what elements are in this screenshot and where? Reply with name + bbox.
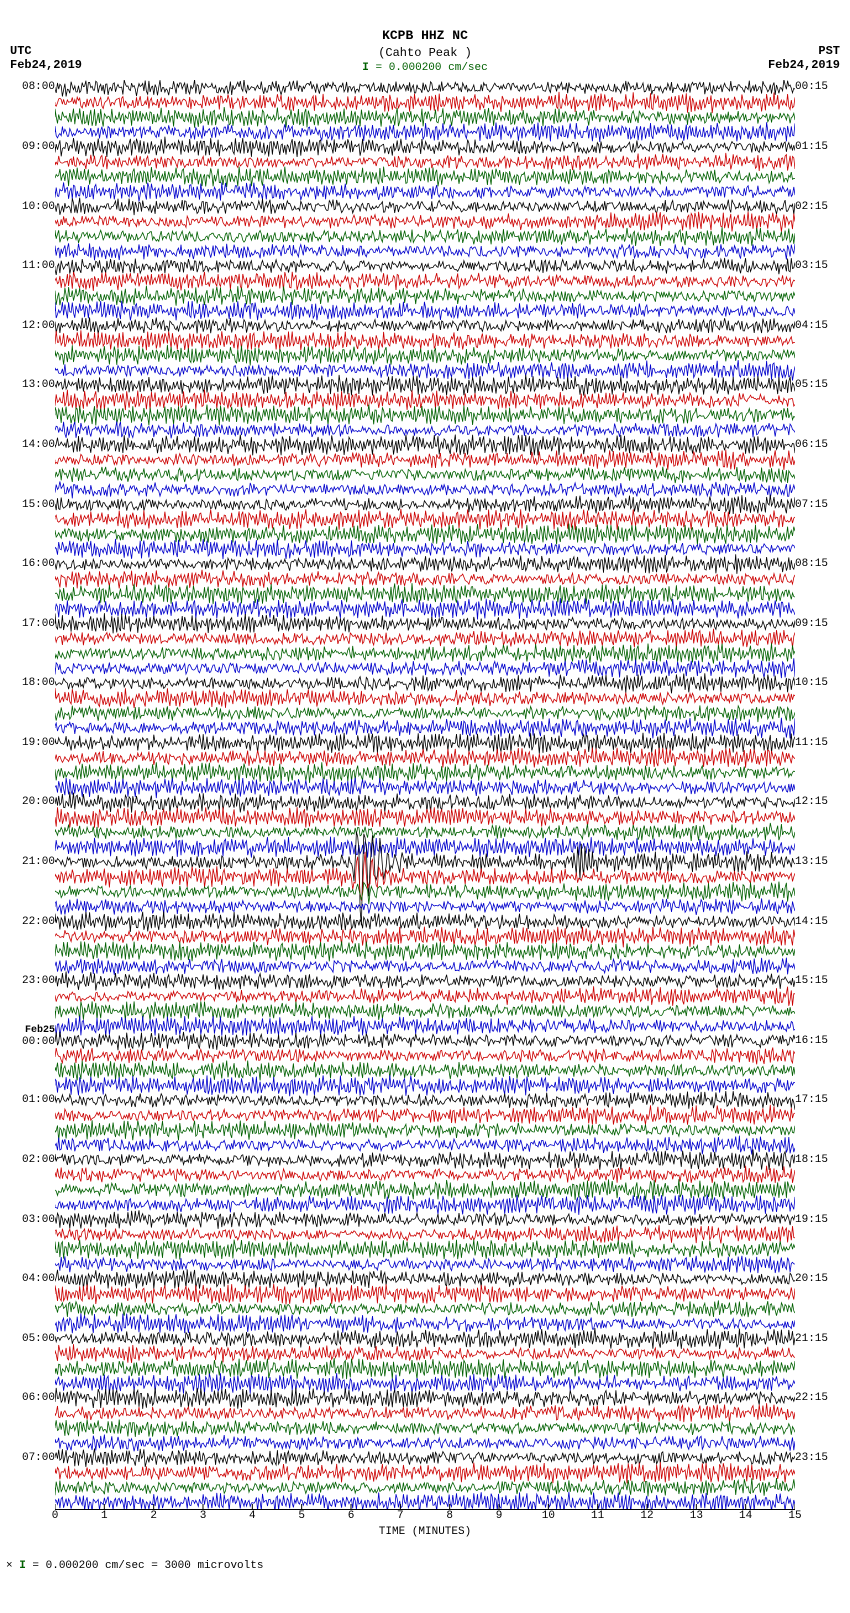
pst-label: 12:15	[795, 796, 847, 808]
pst-label: 02:15	[795, 201, 847, 213]
utc-label: 14:00	[3, 439, 55, 451]
utc-label: 06:00	[3, 1392, 55, 1404]
utc-label: 21:00	[3, 856, 55, 868]
x-axis: TIME (MINUTES) 0123456789101112131415	[55, 1510, 795, 1540]
pst-label: 06:15	[795, 439, 847, 451]
x-tick: 0	[52, 1510, 59, 1522]
utc-label: 16:00	[3, 558, 55, 570]
pst-label: 13:15	[795, 856, 847, 868]
x-tick: 11	[591, 1510, 604, 1522]
chart-header: KCPB HHZ NC (Cahto Peak ) I = 0.000200 c…	[0, 0, 850, 80]
utc-label: 13:00	[3, 379, 55, 391]
tz-left-label: UTC	[10, 44, 32, 58]
station-name: (Cahto Peak )	[378, 46, 472, 60]
station-id: KCPB HHZ NC	[382, 28, 468, 43]
date-left-label: Feb24,2019	[10, 58, 82, 72]
utc-label: 01:00	[3, 1094, 55, 1106]
utc-label: 02:00	[3, 1154, 55, 1166]
utc-label: 17:00	[3, 618, 55, 630]
tz-right-label: PST	[818, 44, 840, 58]
pst-label: 23:15	[795, 1452, 847, 1464]
pst-label: 16:15	[795, 1035, 847, 1047]
x-axis-label: TIME (MINUTES)	[379, 1526, 471, 1538]
x-tick: 6	[348, 1510, 355, 1522]
pst-label: 07:15	[795, 499, 847, 511]
pst-label: 11:15	[795, 737, 847, 749]
x-tick: 13	[690, 1510, 703, 1522]
x-tick: 10	[542, 1510, 555, 1522]
x-tick: 2	[150, 1510, 157, 1522]
date-right-label: Feb24,2019	[768, 58, 840, 72]
utc-label: 22:00	[3, 916, 55, 928]
utc-label: 18:00	[3, 677, 55, 689]
footer-text: = 0.000200 cm/sec = 3000 microvolts	[32, 1560, 263, 1572]
x-tick: 4	[249, 1510, 256, 1522]
utc-label: 09:00	[3, 141, 55, 153]
pst-label: 21:15	[795, 1333, 847, 1345]
pst-label: 19:15	[795, 1214, 847, 1226]
pst-label: 09:15	[795, 618, 847, 630]
utc-label: 08:00	[3, 81, 55, 93]
x-tick: 5	[298, 1510, 305, 1522]
x-tick: 3	[200, 1510, 207, 1522]
utc-label: 23:00	[3, 975, 55, 987]
utc-label: 03:00	[3, 1214, 55, 1226]
footer-prefix: ×	[6, 1560, 13, 1572]
pst-label: 20:15	[795, 1273, 847, 1285]
pst-label: 05:15	[795, 379, 847, 391]
helicorder-chart: 08:0009:0010:0011:0012:0013:0014:0015:00…	[55, 80, 795, 1540]
pst-label: 04:15	[795, 320, 847, 332]
x-tick: 9	[496, 1510, 503, 1522]
utc-label: 04:00	[3, 1273, 55, 1285]
x-tick: 15	[788, 1510, 801, 1522]
pst-label: 15:15	[795, 975, 847, 987]
pst-label: 08:15	[795, 558, 847, 570]
pst-label: 10:15	[795, 677, 847, 689]
utc-label: 05:00	[3, 1333, 55, 1345]
pst-label: 03:15	[795, 260, 847, 272]
pst-label: 01:15	[795, 141, 847, 153]
helicorder-svg	[55, 80, 795, 1510]
utc-label: 10:00	[3, 201, 55, 213]
x-tick: 14	[739, 1510, 752, 1522]
x-tick: 1	[101, 1510, 108, 1522]
scale-indicator: I = 0.000200 cm/sec	[0, 62, 850, 74]
x-tick: 12	[640, 1510, 653, 1522]
pst-label: 00:15	[795, 81, 847, 93]
footer-scale: × I = 0.000200 cm/sec = 3000 microvolts	[0, 1540, 850, 1582]
pst-label: 14:15	[795, 916, 847, 928]
x-tick: 8	[446, 1510, 453, 1522]
pst-label: 18:15	[795, 1154, 847, 1166]
utc-label: 11:00	[3, 260, 55, 272]
utc-label: Feb2500:00	[3, 1024, 55, 1048]
utc-label: 12:00	[3, 320, 55, 332]
utc-label: 20:00	[3, 796, 55, 808]
utc-label: 15:00	[3, 499, 55, 511]
utc-label: 19:00	[3, 737, 55, 749]
scale-text: = 0.000200 cm/sec	[376, 62, 488, 74]
x-tick: 7	[397, 1510, 404, 1522]
pst-label: 22:15	[795, 1392, 847, 1404]
utc-label: 07:00	[3, 1452, 55, 1464]
pst-label: 17:15	[795, 1094, 847, 1106]
